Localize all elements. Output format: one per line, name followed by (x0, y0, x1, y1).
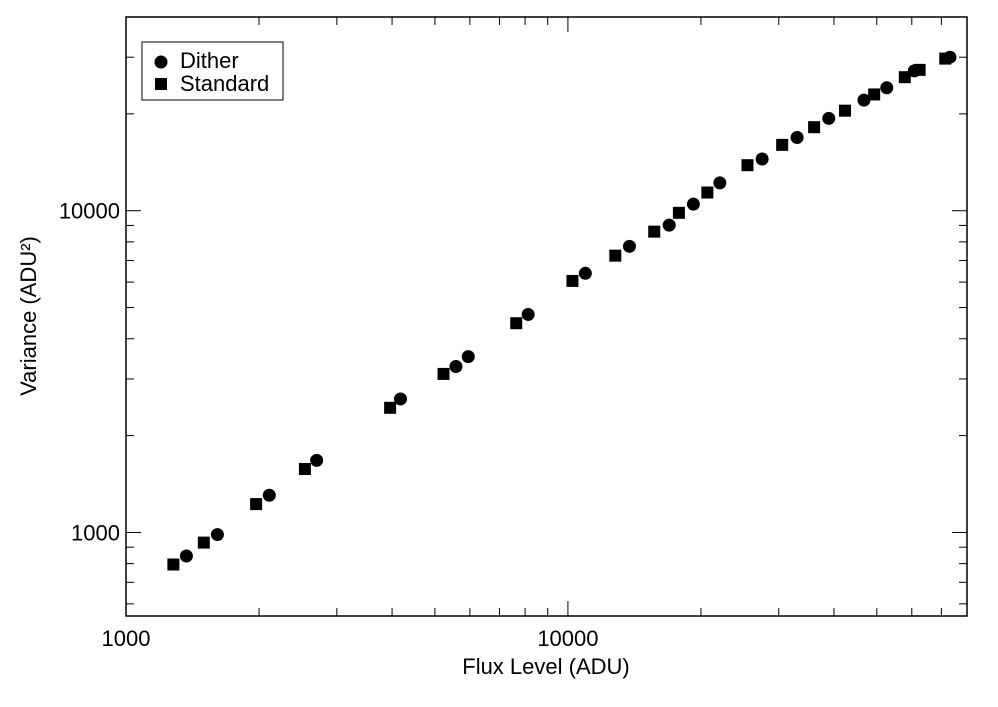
dither-point (662, 218, 676, 232)
standard-point (298, 462, 311, 475)
dither-point (210, 528, 224, 542)
standard-point (701, 186, 714, 199)
legend-standard-marker (155, 78, 167, 90)
x-tick-label: 1000 (102, 626, 151, 651)
x-tick-label: 10000 (537, 626, 598, 651)
dither-point (713, 176, 727, 190)
standard-point (437, 367, 450, 380)
dither-point (578, 266, 592, 280)
data-points (167, 50, 957, 571)
dither-point (179, 549, 193, 563)
standard-point (167, 558, 180, 571)
y-axis-title: Variance (ADU²) (16, 236, 41, 396)
standard-point (510, 317, 523, 330)
standard-point (566, 274, 579, 287)
dither-point (310, 453, 324, 467)
dither-point (461, 350, 475, 364)
standard-point (898, 71, 911, 84)
dither-point (790, 130, 804, 144)
plot-frame (125, 16, 968, 617)
y-axis-ticks (126, 16, 967, 605)
dither-point (822, 111, 836, 125)
standard-point (741, 159, 754, 172)
standard-point (838, 104, 851, 117)
standard-point (609, 249, 622, 262)
dither-point (449, 359, 463, 373)
y-tick-label: 10000 (59, 199, 120, 224)
dither-point (857, 93, 871, 107)
legend: Dither Standard (141, 41, 284, 101)
standard-point (384, 401, 397, 414)
standard-point (808, 121, 821, 134)
standard-point (197, 536, 210, 549)
dither-point (880, 81, 894, 95)
standard-point (939, 52, 952, 65)
dither-point (622, 239, 636, 253)
standard-point (672, 206, 685, 219)
x-axis-title: Flux Level (ADU) (462, 654, 629, 679)
dither-point (262, 488, 276, 502)
standard-point (913, 63, 926, 76)
dither-point (394, 392, 408, 406)
standard-point (250, 498, 263, 511)
legend-standard-label: Standard (180, 71, 269, 96)
dither-point (521, 307, 535, 321)
dither-point (686, 197, 700, 211)
legend-box (141, 41, 284, 101)
dither-point (755, 152, 769, 166)
standard-point (776, 138, 789, 151)
y-tick-label: 1000 (71, 520, 120, 545)
x-axis-tick-labels: 1000 10000 (102, 626, 599, 651)
legend-dither-marker (154, 55, 168, 69)
y-axis-tick-labels: 1000 10000 (59, 199, 120, 546)
standard-point (868, 88, 881, 101)
standard-point (648, 225, 661, 238)
legend-dither-label: Dither (180, 48, 239, 73)
x-axis-ticks (125, 17, 968, 616)
